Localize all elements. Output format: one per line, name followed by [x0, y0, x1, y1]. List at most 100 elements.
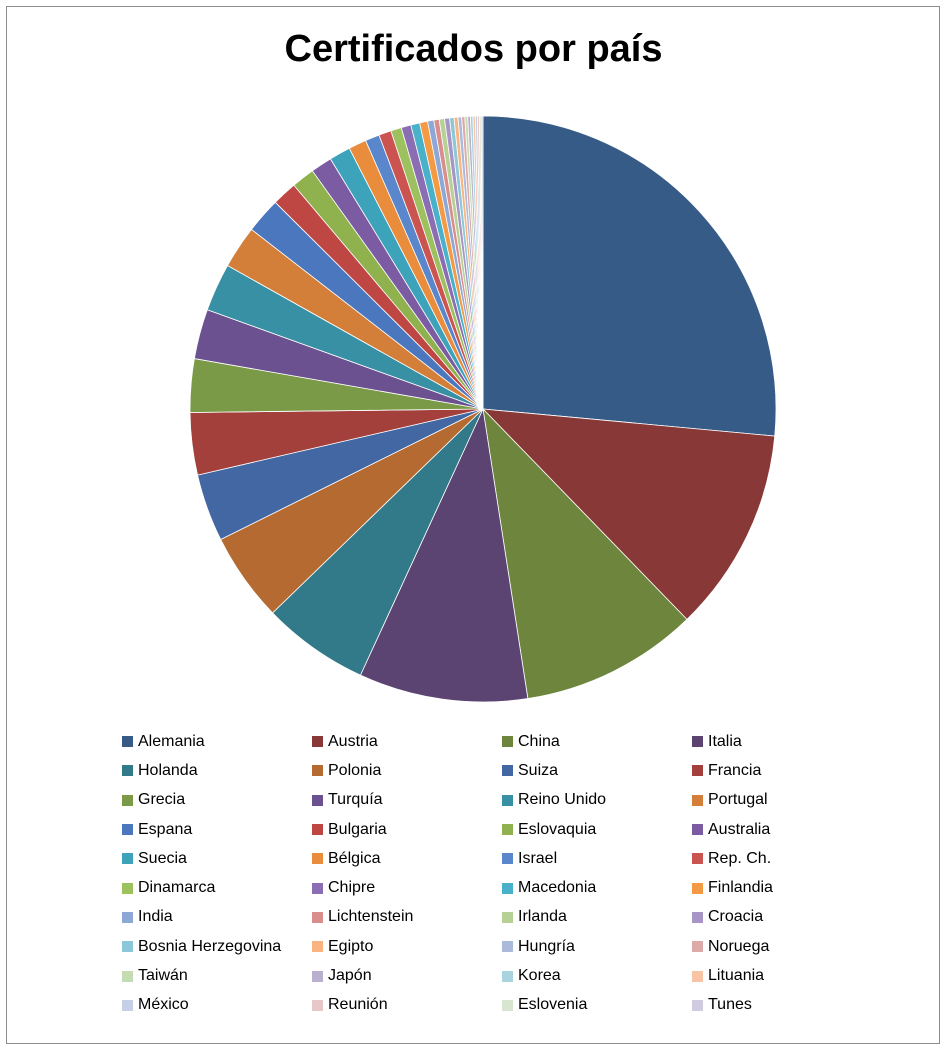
legend-item: Eslovenia: [502, 991, 692, 1020]
legend-item: Chipre: [312, 873, 502, 902]
legend-swatch: [692, 999, 703, 1011]
legend-label: Lichtenstein: [328, 908, 414, 926]
legend-item: Turquía: [312, 786, 502, 815]
legend-label: Rep. Ch.: [708, 849, 772, 867]
legend-item: Portugal: [692, 786, 882, 815]
legend-label: Suecia: [138, 849, 187, 867]
pie-slice-alemania: [482, 115, 777, 437]
legend-label: Austria: [328, 732, 378, 750]
legend-item: México: [122, 991, 312, 1020]
legend-label: Egipto: [328, 937, 374, 955]
legend-swatch: [122, 882, 133, 894]
legend-label: Bélgica: [328, 849, 381, 867]
legend-label: Eslovenia: [518, 996, 588, 1014]
legend-swatch: [502, 911, 513, 923]
legend-swatch: [312, 736, 323, 748]
legend-item: Austria: [312, 727, 502, 756]
legend-swatch: [692, 794, 703, 806]
legend-item: Bulgaria: [312, 815, 502, 844]
legend-item: Alemania: [122, 727, 312, 756]
legend-swatch: [502, 794, 513, 806]
legend-item: Francia: [692, 756, 882, 785]
legend-swatch: [312, 824, 323, 836]
legend-item: Finlandia: [692, 873, 882, 902]
legend-swatch: [122, 824, 133, 836]
legend-swatch: [122, 941, 133, 953]
legend-swatch: [692, 911, 703, 923]
legend-label: Polonia: [328, 761, 382, 779]
legend-item: Macedonia: [502, 873, 692, 902]
legend-item: India: [122, 903, 312, 932]
legend-swatch: [502, 853, 513, 865]
chart-title: Certificados por país: [284, 28, 663, 70]
legend-label: Espana: [138, 820, 193, 838]
legend-label: Irlanda: [518, 908, 567, 926]
legend-item: Lituania: [692, 961, 882, 990]
legend-item: Suecia: [122, 844, 312, 873]
legend-item: Taiwán: [122, 961, 312, 990]
legend-swatch: [312, 999, 323, 1011]
legend-item: Korea: [502, 961, 692, 990]
legend-swatch: [312, 970, 323, 982]
legend-swatch: [312, 941, 323, 953]
legend-swatch: [692, 970, 703, 982]
legend-item: China: [502, 727, 692, 756]
pie-slice-austria: [481, 408, 776, 620]
legend-label: Lituania: [708, 967, 765, 985]
legend-swatch: [502, 824, 513, 836]
legend-swatch: [692, 824, 703, 836]
legend-item: Rep. Ch.: [692, 844, 882, 873]
legend-item: Holanda: [122, 756, 312, 785]
legend-item: Japón: [312, 961, 502, 990]
legend-label: Alemania: [138, 732, 205, 750]
chart-legend: Alemania Austria China Italia Holanda Polonia…: [122, 727, 882, 1020]
legend-swatch: [122, 970, 133, 982]
legend-item: Tunes: [692, 991, 882, 1020]
legend-label: Korea: [518, 967, 561, 985]
legend-label: Dinamarca: [138, 879, 216, 897]
legend-swatch: [692, 765, 703, 777]
legend-item: Croacia: [692, 903, 882, 932]
legend-swatch: [312, 882, 323, 894]
legend-swatch: [692, 882, 703, 894]
legend-label: Bulgaria: [328, 820, 387, 838]
legend-item: Australia: [692, 815, 882, 844]
legend-swatch: [502, 765, 513, 777]
legend-item: Grecia: [122, 786, 312, 815]
legend-swatch: [502, 970, 513, 982]
legend-item: Espana: [122, 815, 312, 844]
legend-label: Taiwán: [138, 967, 188, 985]
legend-item: Suiza: [502, 756, 692, 785]
legend-swatch: [692, 853, 703, 865]
legend-swatch: [312, 911, 323, 923]
legend-label: Hungría: [518, 937, 575, 955]
legend-item: Eslovaquia: [502, 815, 692, 844]
legend-label: Reunión: [328, 996, 388, 1014]
legend-label: Grecia: [138, 791, 186, 809]
legend-swatch: [312, 765, 323, 777]
legend-label: Tunes: [708, 996, 752, 1014]
legend-item: Bélgica: [312, 844, 502, 873]
legend-swatch: [692, 941, 703, 953]
legend-swatch: [122, 911, 133, 923]
legend-label: Eslovaquia: [518, 820, 597, 838]
legend-swatch: [312, 853, 323, 865]
legend-item: Polonia: [312, 756, 502, 785]
legend-label: Bosnia Herzegovina: [138, 937, 282, 955]
legend-label: Italia: [708, 732, 742, 750]
legend-label: Australia: [708, 820, 771, 838]
legend-label: China: [518, 732, 560, 750]
legend-label: México: [138, 996, 189, 1014]
legend-label: Turquía: [328, 791, 383, 809]
legend-swatch: [312, 794, 323, 806]
legend-swatch: [122, 736, 133, 748]
legend-label: Japón: [328, 967, 372, 985]
legend-item: Bosnia Herzegovina: [122, 932, 312, 961]
legend-swatch: [502, 999, 513, 1011]
legend-item: Hungría: [502, 932, 692, 961]
legend-label: Noruega: [708, 937, 770, 955]
legend-swatch: [122, 853, 133, 865]
legend-label: India: [138, 908, 173, 926]
legend-item: Dinamarca: [122, 873, 312, 902]
